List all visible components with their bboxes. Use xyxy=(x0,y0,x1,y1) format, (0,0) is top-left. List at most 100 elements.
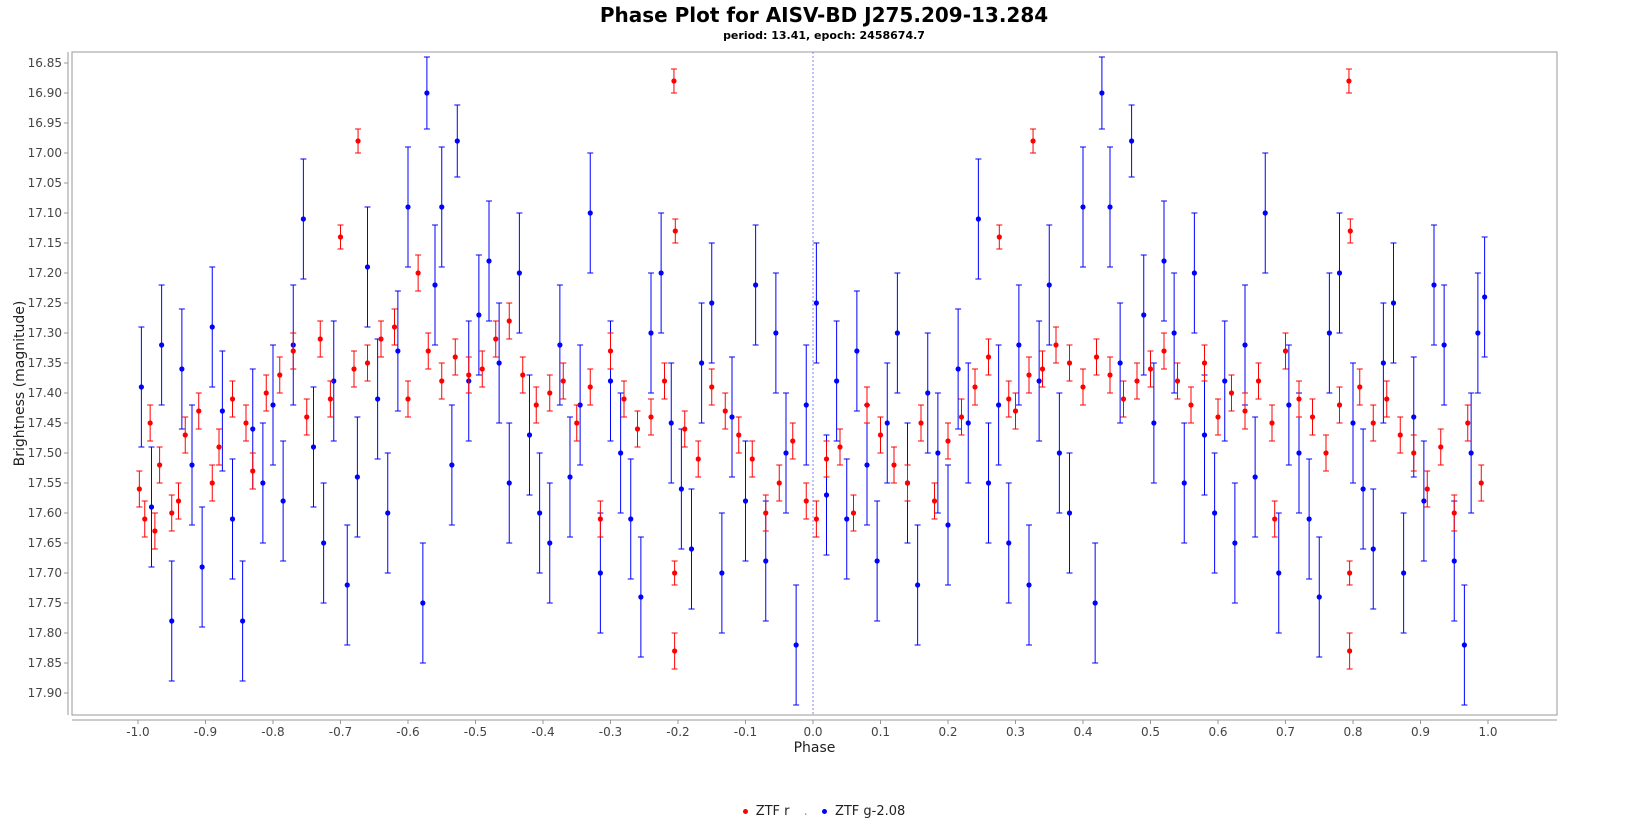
data-point xyxy=(931,498,938,504)
x-tick-label: -0.9 xyxy=(194,725,217,739)
data-point xyxy=(695,456,701,462)
data-point xyxy=(1438,444,1444,450)
data-point xyxy=(240,618,246,624)
data-point xyxy=(1215,414,1221,420)
data-point xyxy=(607,378,614,384)
data-point xyxy=(1286,402,1292,408)
data-point xyxy=(925,390,931,396)
data-point xyxy=(1424,486,1430,492)
data-point xyxy=(597,570,603,576)
data-point xyxy=(1030,138,1036,144)
data-point xyxy=(763,558,769,564)
data-point xyxy=(1380,360,1386,366)
data-point xyxy=(648,414,654,420)
data-point xyxy=(688,546,695,552)
data-point xyxy=(729,414,735,420)
data-point xyxy=(157,462,163,468)
data-point xyxy=(1107,204,1113,210)
data-point xyxy=(813,516,819,522)
data-point xyxy=(945,438,951,444)
data-point xyxy=(1026,372,1032,378)
data-point xyxy=(1370,546,1376,552)
data-point xyxy=(699,360,705,366)
data-point xyxy=(1222,378,1228,384)
data-point xyxy=(877,432,884,438)
data-point xyxy=(432,282,438,288)
y-tick-label: 16.85 xyxy=(28,56,62,70)
data-point xyxy=(597,516,603,522)
data-point xyxy=(1161,258,1167,264)
y-tick-label: 17.90 xyxy=(28,686,62,700)
x-tick-label: 1.0 xyxy=(1478,725,1497,739)
data-point xyxy=(1228,390,1235,396)
x-tick-label: -0.8 xyxy=(261,725,284,739)
data-point xyxy=(1232,540,1238,546)
data-point xyxy=(209,324,215,330)
x-tick-label: -0.6 xyxy=(396,725,419,739)
data-point xyxy=(304,414,310,420)
data-point xyxy=(1242,342,1248,348)
data-point xyxy=(587,210,593,216)
data-point xyxy=(985,480,992,486)
data-point xyxy=(479,366,485,372)
data-point xyxy=(803,498,809,504)
y-tick-label: 17.45 xyxy=(28,416,62,430)
data-point xyxy=(452,354,458,360)
data-point xyxy=(1360,486,1366,492)
data-point xyxy=(574,420,580,426)
data-point xyxy=(1039,366,1046,372)
data-point xyxy=(1336,270,1343,276)
data-point xyxy=(476,312,482,318)
x-tick-label: 0.3 xyxy=(1006,725,1025,739)
data-point xyxy=(1431,282,1437,288)
data-point xyxy=(547,390,553,396)
data-point xyxy=(1006,396,1012,402)
data-point xyxy=(1134,378,1140,384)
data-point xyxy=(405,204,411,210)
data-point xyxy=(1242,408,1248,414)
data-point xyxy=(375,396,381,402)
y-tick-label: 17.05 xyxy=(28,176,62,190)
data-point xyxy=(1120,396,1127,402)
data-point xyxy=(351,366,357,372)
data-point xyxy=(321,540,327,546)
data-point xyxy=(277,372,283,378)
data-point xyxy=(638,594,644,600)
data-point xyxy=(378,336,384,342)
data-point xyxy=(894,330,900,336)
data-point xyxy=(668,420,674,426)
data-point xyxy=(159,342,165,348)
data-point xyxy=(749,456,755,462)
y-tick-label: 17.75 xyxy=(28,596,62,610)
data-point xyxy=(547,540,553,546)
data-point xyxy=(996,402,1002,408)
data-point xyxy=(1346,78,1352,84)
data-point xyxy=(918,420,924,426)
data-point xyxy=(742,498,749,504)
data-point xyxy=(439,204,445,210)
data-point xyxy=(834,378,840,384)
data-point xyxy=(634,426,641,432)
data-point xyxy=(364,264,371,270)
data-point xyxy=(864,462,870,468)
legend-item-ztf-g: ZTF g-2.08 xyxy=(821,804,905,819)
data-point xyxy=(280,498,286,504)
data-point xyxy=(424,90,430,96)
data-point xyxy=(672,570,678,576)
data-point xyxy=(1465,420,1471,426)
data-point xyxy=(1262,210,1268,216)
legend: ZTF r . ZTF g-2.08 xyxy=(0,804,1648,819)
data-point xyxy=(520,372,526,378)
data-point xyxy=(1357,384,1363,390)
data-point xyxy=(1066,360,1073,366)
data-point xyxy=(243,420,249,426)
data-point xyxy=(975,216,981,222)
data-point xyxy=(1080,384,1086,390)
x-tick-label: 0.9 xyxy=(1411,725,1430,739)
data-point xyxy=(628,516,634,522)
data-point xyxy=(763,510,769,516)
data-point xyxy=(864,402,870,408)
data-point xyxy=(405,396,411,402)
data-point xyxy=(344,582,350,588)
data-point xyxy=(270,402,276,408)
